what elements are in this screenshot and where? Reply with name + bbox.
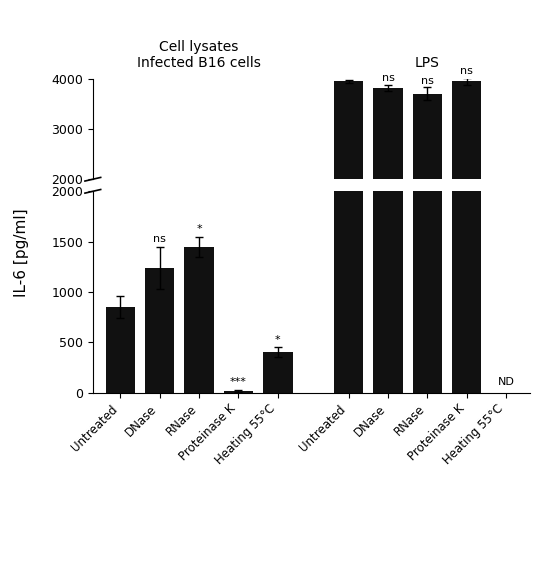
Bar bbox=[263, 352, 293, 393]
Text: IL-6 [pg/ml]: IL-6 [pg/ml] bbox=[14, 208, 29, 297]
Bar bbox=[413, 94, 442, 179]
Text: *: * bbox=[275, 335, 281, 345]
Bar bbox=[452, 191, 482, 393]
Bar bbox=[373, 191, 403, 393]
Text: Cell lysates
Infected B16 cells: Cell lysates Infected B16 cells bbox=[137, 40, 261, 71]
Bar bbox=[185, 247, 214, 393]
Text: ns: ns bbox=[421, 76, 434, 86]
Text: ND: ND bbox=[497, 377, 514, 387]
Bar bbox=[413, 191, 442, 393]
Text: ***: *** bbox=[230, 377, 247, 387]
Text: ns: ns bbox=[153, 234, 166, 244]
Bar bbox=[145, 268, 175, 393]
Text: ns: ns bbox=[382, 73, 394, 84]
Bar bbox=[452, 81, 482, 179]
Text: *: * bbox=[196, 224, 202, 234]
Text: ns: ns bbox=[460, 66, 473, 76]
Text: LPS: LPS bbox=[415, 57, 440, 71]
Bar bbox=[105, 307, 135, 393]
Bar bbox=[373, 88, 403, 179]
Bar bbox=[224, 390, 253, 393]
Bar bbox=[334, 81, 363, 179]
Bar bbox=[334, 191, 363, 393]
